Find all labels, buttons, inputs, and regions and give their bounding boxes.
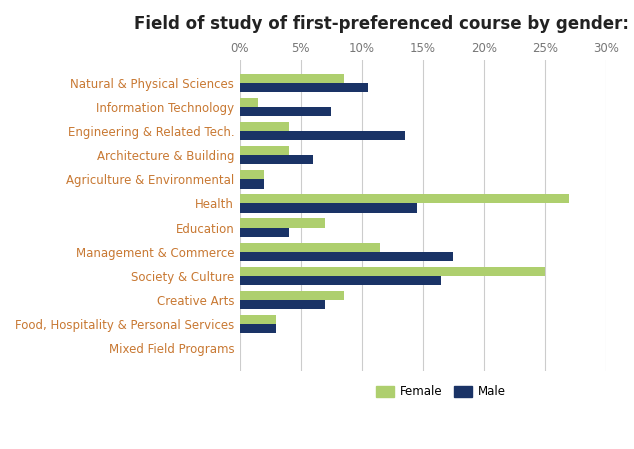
Bar [240,98,258,107]
Bar [240,267,545,276]
Bar [240,131,404,140]
Bar [240,155,313,164]
Bar [240,203,417,213]
Bar [240,107,332,116]
Bar [240,218,325,228]
Bar [240,242,380,252]
Bar [240,194,569,203]
Bar [240,146,288,155]
Bar [240,74,344,83]
Bar [240,228,288,237]
Bar [240,315,276,324]
Title: Field of study of first-preferenced course by gender: 2017–18: Field of study of first-preferenced cour… [134,15,634,33]
Bar [240,122,288,131]
Bar [240,252,453,261]
Bar [240,170,264,179]
Bar [240,300,325,309]
Bar [240,324,276,333]
Bar [240,179,264,189]
Legend: Female, Male: Female, Male [372,381,511,403]
Bar [240,83,368,92]
Bar [240,276,441,285]
Bar [240,291,344,300]
